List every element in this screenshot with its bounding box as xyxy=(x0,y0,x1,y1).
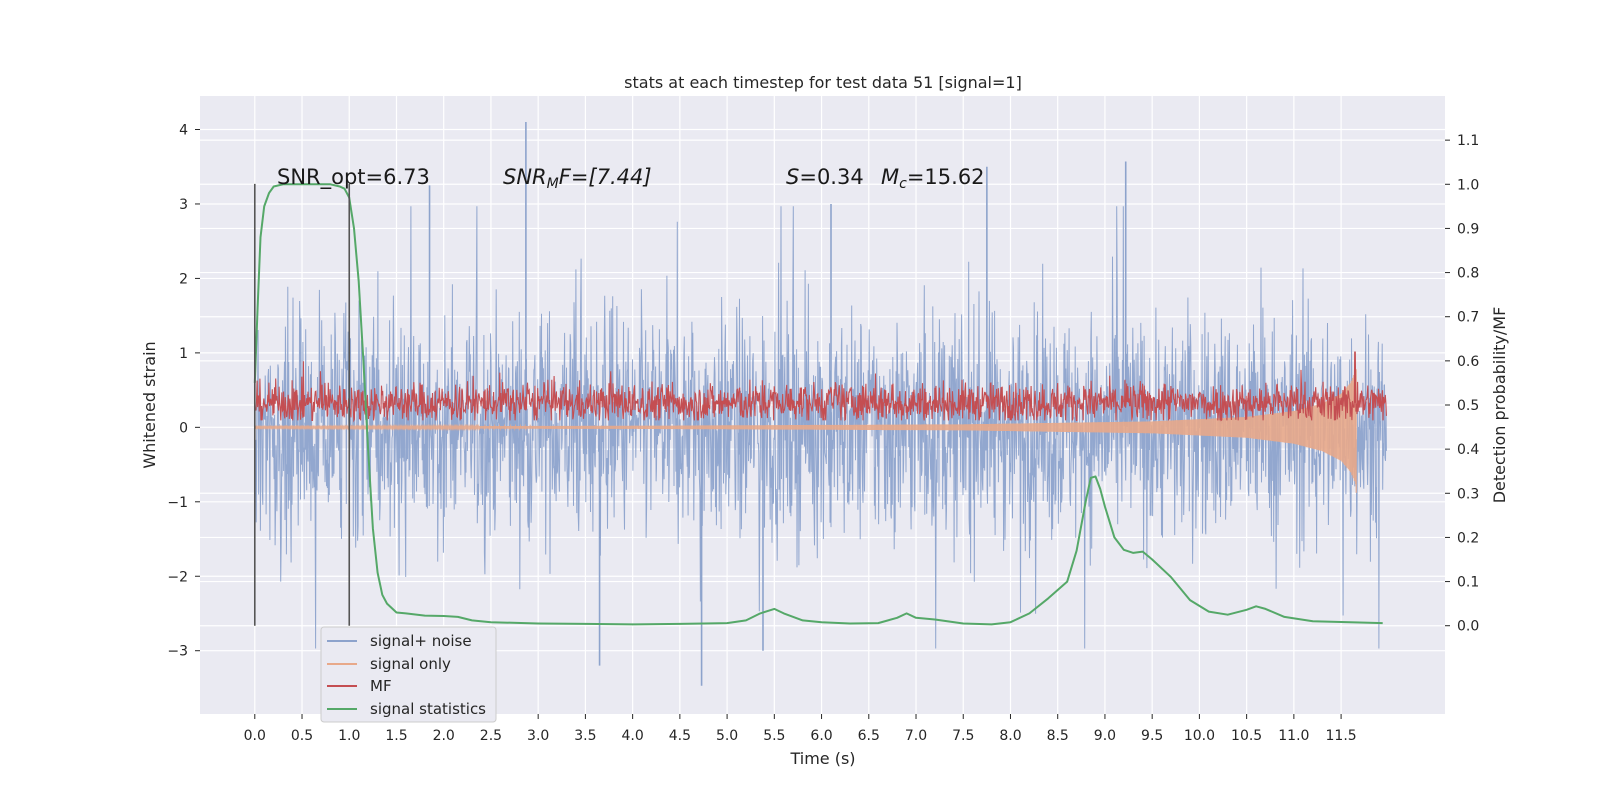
x-tick-label: 8.0 xyxy=(999,728,1021,744)
x-tick-label: 1.0 xyxy=(338,728,360,744)
y2-tick-label: 0.4 xyxy=(1457,442,1479,458)
x-tick-label: 2.5 xyxy=(480,728,502,744)
y-tick-label: −2 xyxy=(167,569,188,585)
y-tick-label: 3 xyxy=(179,197,188,213)
x-tick-label: 10.5 xyxy=(1231,728,1262,744)
x-tick-label: 6.5 xyxy=(858,728,880,744)
y-axis-ticks: −3 −2 −1 0 1 2 3 4 xyxy=(167,123,200,660)
y-tick-label: 0 xyxy=(179,420,188,436)
x-tick-label: 5.5 xyxy=(763,728,785,744)
y2-tick-label: 0.8 xyxy=(1457,266,1479,282)
legend-label-mf: MF xyxy=(370,677,392,695)
legend-label-signal-only: signal only xyxy=(370,655,451,673)
y2-tick-label: 0.6 xyxy=(1457,354,1479,370)
y2-axis-label: Detection probability/MF xyxy=(1490,307,1509,504)
y2-tick-label: 0.9 xyxy=(1457,221,1479,237)
legend: signal+ noise signal only MF signal stat… xyxy=(320,626,497,723)
y2-tick-label: 0.3 xyxy=(1457,486,1479,502)
y-tick-label: 1 xyxy=(179,346,188,362)
x-tick-label: 7.5 xyxy=(952,728,974,744)
y2-tick-label: 0.1 xyxy=(1457,575,1479,591)
y-axis-label: Whitened strain xyxy=(140,341,159,468)
x-tick-label: 0.5 xyxy=(291,728,313,744)
y2-tick-label: 0.5 xyxy=(1457,398,1479,414)
y2-tick-label: 0.2 xyxy=(1457,530,1479,546)
y2-axis-ticks: 0.0 0.1 0.2 0.3 0.4 0.5 0.6 0.7 0.8 0.9 1.0 1.1 xyxy=(1445,133,1479,635)
legend-box xyxy=(320,626,497,723)
annotation-snr-mf: SNRMF=[7.44] xyxy=(503,165,652,192)
y2-tick-label: 0.0 xyxy=(1457,619,1479,635)
x-tick-label: 2.0 xyxy=(433,728,455,744)
x-axis-label: Time (s) xyxy=(789,749,855,768)
x-tick-label: 5.0 xyxy=(716,728,738,744)
y-tick-label: 2 xyxy=(179,271,188,287)
legend-label-signal-noise: signal+ noise xyxy=(370,632,472,650)
x-tick-label: 10.0 xyxy=(1184,728,1215,744)
x-axis-ticks: 0.0 0.5 1.0 1.5 2.0 2.5 3.0 3.5 4.0 4.5 5.0 5.5 6.0 6… xyxy=(244,714,1357,744)
x-tick-label: 11.0 xyxy=(1278,728,1309,744)
chart-title: stats at each timestep for test data 51 … xyxy=(624,73,1022,92)
x-tick-label: 8.5 xyxy=(1047,728,1069,744)
series-signal-statistics xyxy=(253,183,1383,626)
x-tick-label: 0.0 xyxy=(244,728,266,744)
plot-traces xyxy=(253,122,1387,686)
x-tick-label: 3.5 xyxy=(574,728,596,744)
vertical-markers xyxy=(253,183,351,626)
y-tick-label: 4 xyxy=(179,123,188,139)
series-mf xyxy=(254,351,1387,423)
x-tick-label: 1.5 xyxy=(385,728,407,744)
annotation-s: S=0.34 xyxy=(786,165,864,189)
y-tick-label: −3 xyxy=(167,644,188,660)
x-tick-label: 6.0 xyxy=(810,728,832,744)
x-tick-label: 11.5 xyxy=(1326,728,1357,744)
annotation-snr-opt: SNR_opt=6.73 xyxy=(277,165,430,190)
x-tick-label: 9.0 xyxy=(1094,728,1116,744)
x-tick-label: 7.0 xyxy=(905,728,927,744)
x-tick-label: 9.5 xyxy=(1141,728,1163,744)
y2-tick-label: 0.7 xyxy=(1457,310,1479,326)
legend-label-signal-statistics: signal statistics xyxy=(370,700,486,718)
y2-tick-label: 1.1 xyxy=(1457,133,1479,149)
annotation-mc: Mc=15.62 xyxy=(881,165,985,192)
y2-tick-label: 1.0 xyxy=(1457,177,1479,193)
y-tick-label: −1 xyxy=(167,495,188,511)
x-tick-label: 4.0 xyxy=(621,728,643,744)
x-tick-label: 4.5 xyxy=(669,728,691,744)
x-tick-label: 3.0 xyxy=(527,728,549,744)
series-signal-only xyxy=(254,369,1357,493)
